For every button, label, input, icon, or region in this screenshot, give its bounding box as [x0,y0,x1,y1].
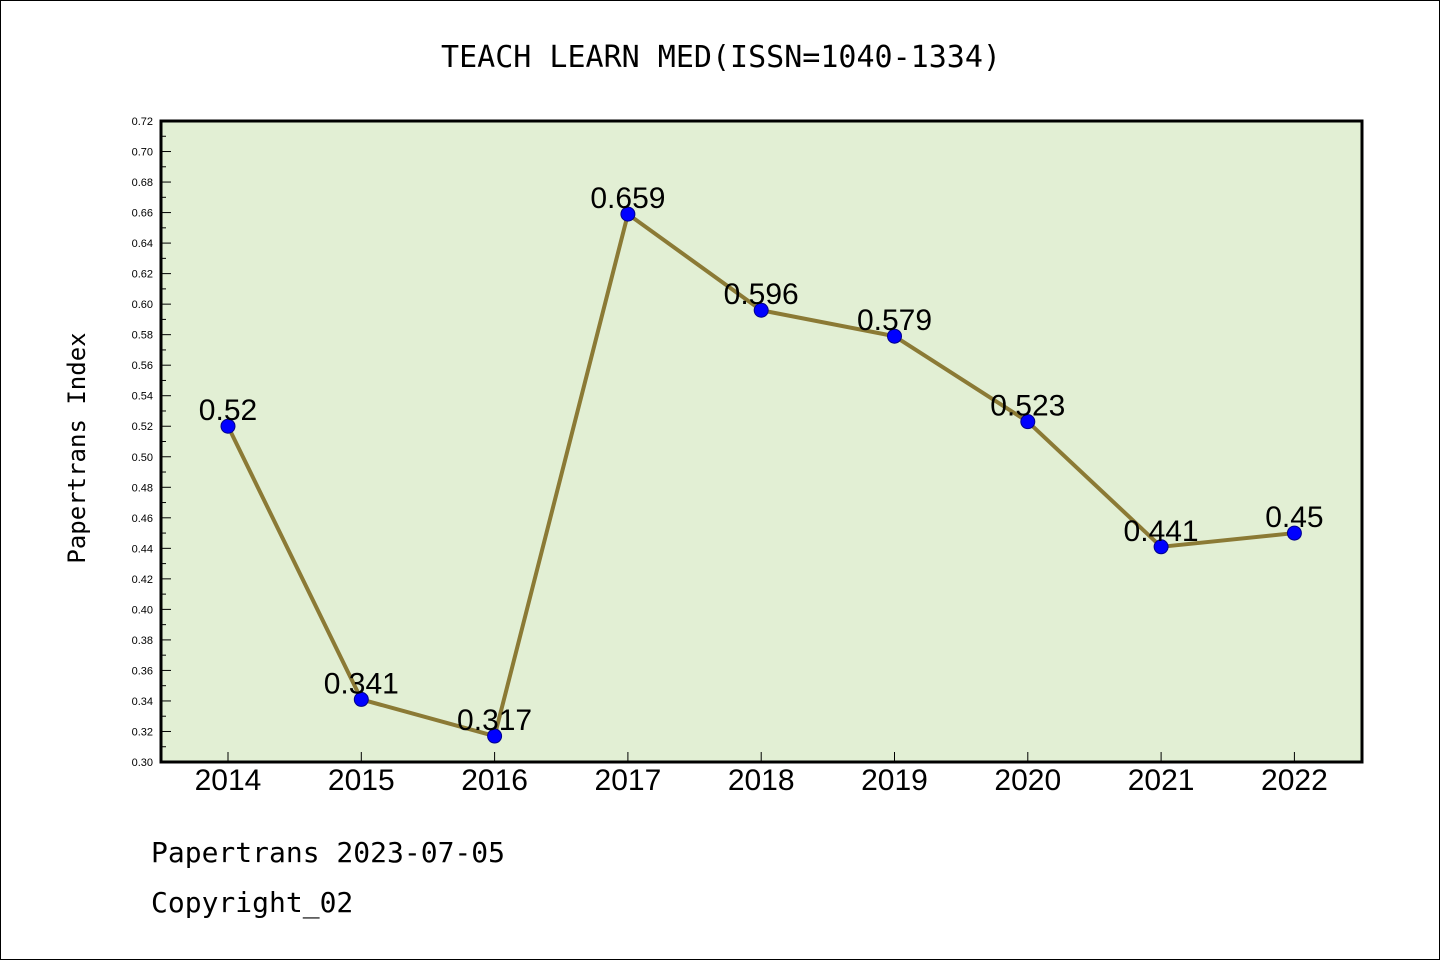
x-tick-label: 2015 [328,764,395,797]
data-label: 0.341 [324,667,399,700]
y-tick-label: 0.30 [132,757,153,769]
y-axis-label: Papertrans Index [63,332,91,563]
footer-copyright: Copyright_02 [151,886,354,919]
data-point [620,206,636,222]
data-label: 0.52 [199,394,257,427]
y-tick-label: 0.54 [132,391,153,403]
x-tick-label: 2017 [595,764,662,797]
y-tick-label: 0.52 [132,421,153,433]
y-tick-label: 0.56 [132,360,153,372]
y-tick-label: 0.48 [132,482,153,494]
data-label: 0.523 [990,390,1065,423]
y-tick-label: 0.34 [132,696,153,708]
data-label: 0.579 [857,304,932,337]
x-tick-label: 2019 [861,764,928,797]
y-tick-label: 0.64 [132,238,153,250]
data-label: 0.45 [1265,501,1323,534]
y-tick-label: 0.38 [132,635,153,647]
data-point [353,691,369,707]
data-point [753,302,769,318]
x-axis: 2014 2015 2016 2017 2018 2019 2020 2021 2022 [195,752,1328,797]
y-tick-label: 0.72 [132,116,153,128]
y-tick-label: 0.44 [132,543,153,555]
data-label: 0.659 [590,182,665,215]
x-tick-label: 2014 [195,764,262,797]
data-label: 0.317 [457,704,532,737]
y-tick-label: 0.32 [132,726,153,738]
y-tick-label: 0.50 [132,452,153,464]
y-tick-label: 0.36 [132,665,153,677]
x-tick-label: 2016 [461,764,528,797]
y-tick-label: 0.58 [132,330,153,342]
data-point [487,728,503,744]
x-tick-label: 2022 [1261,764,1328,797]
data-label: 0.596 [724,278,799,311]
data-point [887,328,902,344]
plot-area [159,119,1364,764]
data-label: 0.441 [1124,515,1199,548]
y-tick-label: 0.46 [132,513,153,525]
y-tick-label: 0.42 [132,574,153,586]
y-axis: 0.30 0.32 0.34 0.36 0.38 0.40 0.42 0.44 0.46 0.48… [132,116,171,769]
data-point [220,418,236,434]
data-point [1020,414,1036,430]
footer-date: Papertrans 2023-07-05 [151,836,506,869]
x-tick-label: 2018 [728,764,795,797]
data-point [1153,539,1169,555]
y-tick-label: 0.62 [132,269,153,281]
x-tick-label: 2020 [994,764,1061,797]
x-tick-label: 2021 [1128,764,1195,797]
y-tick-label: 0.66 [132,208,153,220]
y-tick-label: 0.68 [132,177,153,189]
chart-title: TEACH LEARN MED(ISSN=1040-1334) [441,40,1001,75]
data-point [1286,525,1302,541]
y-tick-label: 0.40 [132,604,153,616]
y-tick-label: 0.70 [132,147,153,159]
y-tick-label: 0.60 [132,299,153,311]
series-layer: 0.52 0.341 0.317 0.659 0.596 0.579 0.523 0.441 0… [199,182,1324,744]
